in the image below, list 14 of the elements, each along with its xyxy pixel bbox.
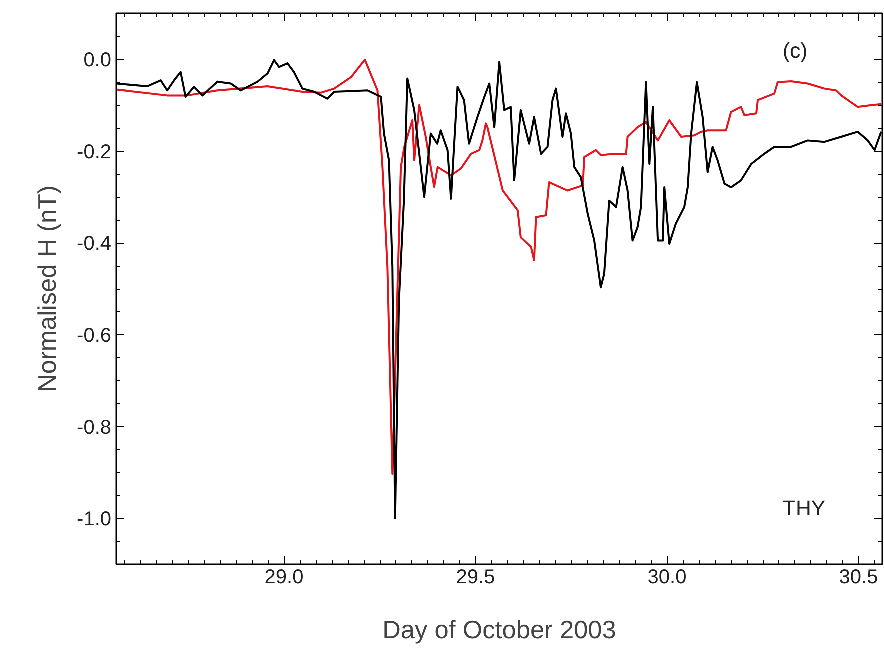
- y-axis-title: Normalised H (nT): [34, 186, 62, 392]
- x-axis-title: Day of October 2003: [382, 616, 616, 644]
- x-tick-label: 30.5: [839, 566, 878, 588]
- y-tick-label: -1.0: [77, 508, 112, 531]
- y-tick-label: -0.4: [77, 233, 112, 256]
- x-tick-label: 29.0: [264, 566, 304, 588]
- annotation: (c): [782, 39, 808, 64]
- y-tick-label: -0.8: [77, 416, 112, 439]
- y-tick-label: -0.6: [77, 324, 112, 347]
- x-tick-label: 30.0: [648, 566, 687, 588]
- x-tick-label: 29.5: [456, 566, 496, 588]
- y-tick-label: 0.0: [84, 49, 112, 72]
- annotation: THY: [782, 496, 826, 520]
- y-tick-label: -0.2: [77, 141, 112, 164]
